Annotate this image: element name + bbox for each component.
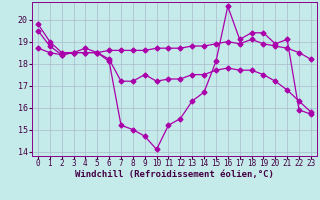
X-axis label: Windchill (Refroidissement éolien,°C): Windchill (Refroidissement éolien,°C) [75,170,274,179]
